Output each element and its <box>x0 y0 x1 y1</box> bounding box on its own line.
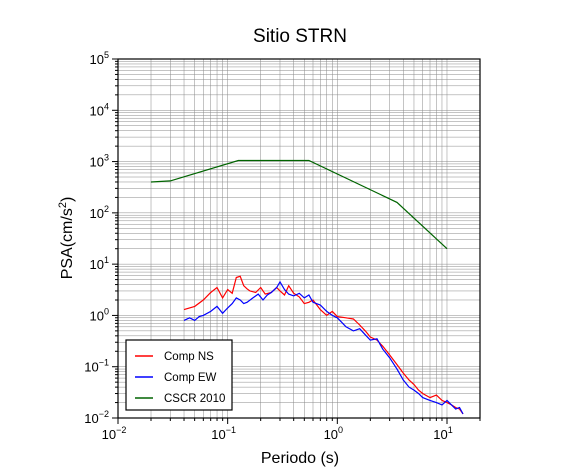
y-tick-label: 10−2 <box>84 409 109 426</box>
y-tick-label: 102 <box>90 204 109 221</box>
y-tick-label: 103 <box>90 153 109 170</box>
y-tick-label: 10−1 <box>84 358 109 375</box>
legend: Comp NS Comp EW CSCR 2010 <box>125 339 233 411</box>
y-tick-label: 104 <box>90 101 109 118</box>
series-lines <box>150 159 464 415</box>
grid <box>117 58 481 419</box>
y-tick-label: 105 <box>90 50 109 67</box>
y-tick-label: 100 <box>90 306 109 323</box>
series-line-1 <box>183 275 464 415</box>
chart-title: Sitio STRN <box>253 26 347 47</box>
series-line-2 <box>183 280 464 415</box>
plot-frame <box>117 58 481 419</box>
axis-ticks: 10−2 10−1 100 101 10−2 10−1 100 101 102 103 104 105 <box>84 50 481 442</box>
y-axis-label: PSA(cm/s2) <box>57 197 76 280</box>
x-tick-label: 10−2 <box>102 425 127 442</box>
legend-label: CSCR 2010 <box>164 393 225 405</box>
y-tick-label: 101 <box>90 255 109 272</box>
x-tick-label: 10−1 <box>211 425 236 442</box>
x-tick-label: 100 <box>324 425 343 442</box>
legend-label: Comp NS <box>164 351 214 363</box>
series-line-3 <box>150 159 448 250</box>
x-axis-label: Periodo (s) <box>261 450 339 467</box>
x-tick-label: 101 <box>433 425 452 442</box>
legend-label: Comp EW <box>164 372 217 384</box>
